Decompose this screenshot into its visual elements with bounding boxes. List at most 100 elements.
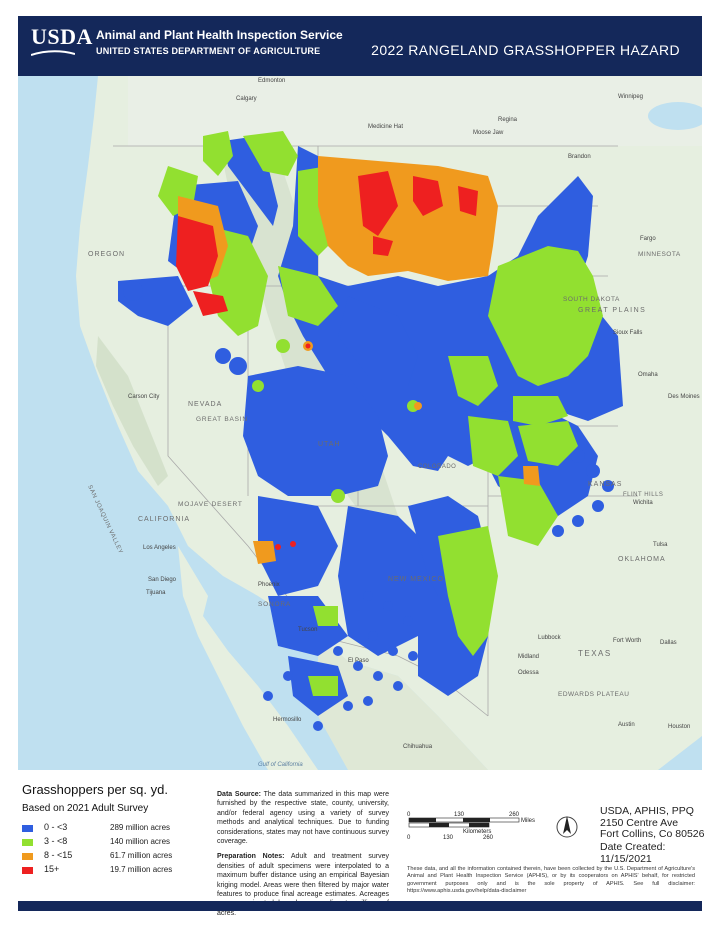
legend-item-label: 3 - <8 [44, 836, 68, 846]
contact-line-2: 2150 Centre Ave [600, 816, 679, 829]
department-name: UNITED STATES DEPARTMENT OF AGRICULTURE [96, 46, 321, 56]
legend-swatch-orange [22, 853, 33, 860]
city-tijuana: Tijuana [146, 590, 166, 596]
label-new-mexico: NEW MEXICO [388, 576, 444, 583]
header-banner: USDA Animal and Plant Health Inspection … [18, 16, 702, 76]
data-source-text: The data summarized in this map were fur… [217, 791, 389, 846]
contact-address: USDA, APHIS, PPQ 2150 Centre Ave Fort Co… [600, 805, 705, 841]
scale-km-tick-1: 130 [443, 835, 454, 841]
legend: Grasshoppers per sq. yd. Based on 2021 A… [22, 782, 212, 892]
label-utah: UTAH [318, 441, 341, 448]
city-houston: Houston [668, 724, 690, 730]
city-phoenix: Phoenix [258, 582, 280, 588]
legend-item-value: 61.7 million acres [110, 851, 173, 860]
city-los-angeles: Los Angeles [143, 545, 176, 551]
legend-item-value: 289 million acres [110, 823, 171, 832]
north-arrow-icon [556, 810, 578, 844]
scale-miles-unit: Miles [521, 818, 535, 824]
legend-item-value: 19.7 million acres [110, 865, 173, 874]
baja-land [178, 546, 318, 770]
hazard-severe-areas [176, 171, 478, 550]
disclaimer-text: These data, and all the information cont… [407, 866, 695, 895]
data-source-label: Data Source: [217, 791, 261, 798]
city-regina: Regina [498, 117, 518, 123]
label-minnesota: MINNESOTA [638, 251, 681, 258]
date-created: Date Created: 11/15/2021 [600, 841, 666, 865]
city-tucson: Tucson [298, 627, 317, 633]
agency-name: Animal and Plant Health Inspection Servi… [96, 28, 343, 42]
hazard-moderate-areas [158, 131, 603, 696]
contact-line-3: Fort Collins, Co 80526 [600, 828, 705, 840]
scale-bar-graphic: 0 130 260 Miles Kilometers 0 130 260 [407, 812, 535, 841]
sierra-terrain [96, 336, 168, 486]
scale-km-tick-2: 260 [483, 835, 494, 841]
city-austin: Austin [618, 722, 635, 728]
scale-km-tick-0: 0 [407, 835, 411, 841]
map-title: 2022 RANGELAND GRASSHOPPER HAZARD [371, 42, 680, 58]
legend-item-severe: 15+ 19.7 million acres [22, 864, 212, 878]
city-odessa: Odessa [518, 670, 539, 676]
scale-miles-tick-2: 260 [509, 812, 520, 818]
city-tulsa: Tulsa [653, 542, 668, 548]
city-calgary: Calgary [236, 96, 257, 102]
label-flint-hills: FLINT HILLS [623, 492, 663, 498]
city-winnipeg: Winnipeg [618, 94, 643, 100]
city-midland: Midland [518, 654, 539, 660]
legend-item-high: 8 - <15 61.7 million acres [22, 850, 212, 864]
data-source-note: Data Source: The data summarized in this… [217, 790, 389, 846]
gulf-water [203, 596, 348, 770]
city-lubbock: Lubbock [538, 635, 562, 641]
legend-item-value: 140 million acres [110, 837, 171, 846]
city-wichita: Wichita [633, 500, 653, 506]
city-el-paso: El Paso [348, 658, 369, 664]
usda-logo-text: USDA [31, 24, 93, 49]
city-fargo: Fargo [640, 236, 656, 242]
legend-item-label: 8 - <15 [44, 850, 73, 860]
city-san-diego: San Diego [148, 577, 177, 583]
city-brandon: Brandon [568, 154, 591, 160]
scale-miles-tick-0: 0 [407, 812, 411, 818]
scale-km-unit: Kilometers [463, 829, 491, 835]
city-hermosillo: Hermosillo [273, 717, 302, 723]
label-mojave: MOJAVE DESERT [178, 501, 243, 508]
map-canvas: OREGON NEVADA CALIFORNIA UTAH COLORADO K… [18, 76, 702, 770]
hazard-map[interactable]: OREGON NEVADA CALIFORNIA UTAH COLORADO K… [18, 76, 702, 770]
label-sonora: SONORA [258, 601, 291, 608]
legend-item-low: 0 - <3 289 million acres [22, 822, 212, 836]
lake-shape [648, 102, 702, 130]
city-des-moines: Des Moines [668, 394, 700, 400]
legend-title: Grasshoppers per sq. yd. [22, 782, 168, 797]
label-texas: TEXAS [578, 649, 612, 658]
city-chihuahua: Chihuahua [403, 744, 433, 750]
label-nevada: NEVADA [188, 401, 222, 408]
scale-miles-tick-1: 130 [454, 812, 465, 818]
label-gulf: Gulf of California [258, 762, 303, 768]
city-carson-city: Carson City [128, 394, 159, 400]
city-labels: Calgary Edmonton Regina Winnipeg Brandon… [128, 78, 700, 768]
label-edwards: EDWARDS PLATEAU [558, 691, 629, 698]
label-oklahoma: OKLAHOMA [618, 556, 666, 563]
city-moose-jaw: Moose Jaw [473, 130, 504, 136]
city-medicine-hat: Medicine Hat [368, 124, 403, 130]
city-dallas: Dallas [660, 640, 677, 646]
label-california: CALIFORNIA [138, 516, 190, 523]
legend-swatch-red [22, 867, 33, 874]
legend-item-moderate: 3 - <8 140 million acres [22, 836, 212, 850]
city-omaha: Omaha [638, 372, 658, 378]
gulf-of-mexico [658, 736, 702, 770]
label-great-basin: GREAT BASIN [196, 416, 248, 423]
city-edmonton: Edmonton [258, 78, 285, 84]
prep-label: Preparation Notes: [217, 853, 285, 861]
contact-line-1: USDA, APHIS, PPQ [600, 805, 694, 817]
scale-bar: 0 130 260 Miles Kilometers 0 130 260 [407, 810, 567, 846]
legend-subtitle: Based on 2021 Adult Survey [22, 803, 149, 814]
footer-bar [18, 901, 702, 911]
canada-terrain [128, 76, 702, 146]
city-sioux-falls: Sioux Falls [613, 330, 642, 336]
usda-swoosh-icon [31, 50, 75, 56]
notes-block: Data Source: The data summarized in this… [217, 790, 389, 924]
legend-swatch-blue [22, 825, 33, 832]
date-label: Date Created: [600, 841, 666, 853]
label-colorado: COLORADO [418, 464, 456, 470]
label-oregon: OREGON [88, 251, 125, 258]
